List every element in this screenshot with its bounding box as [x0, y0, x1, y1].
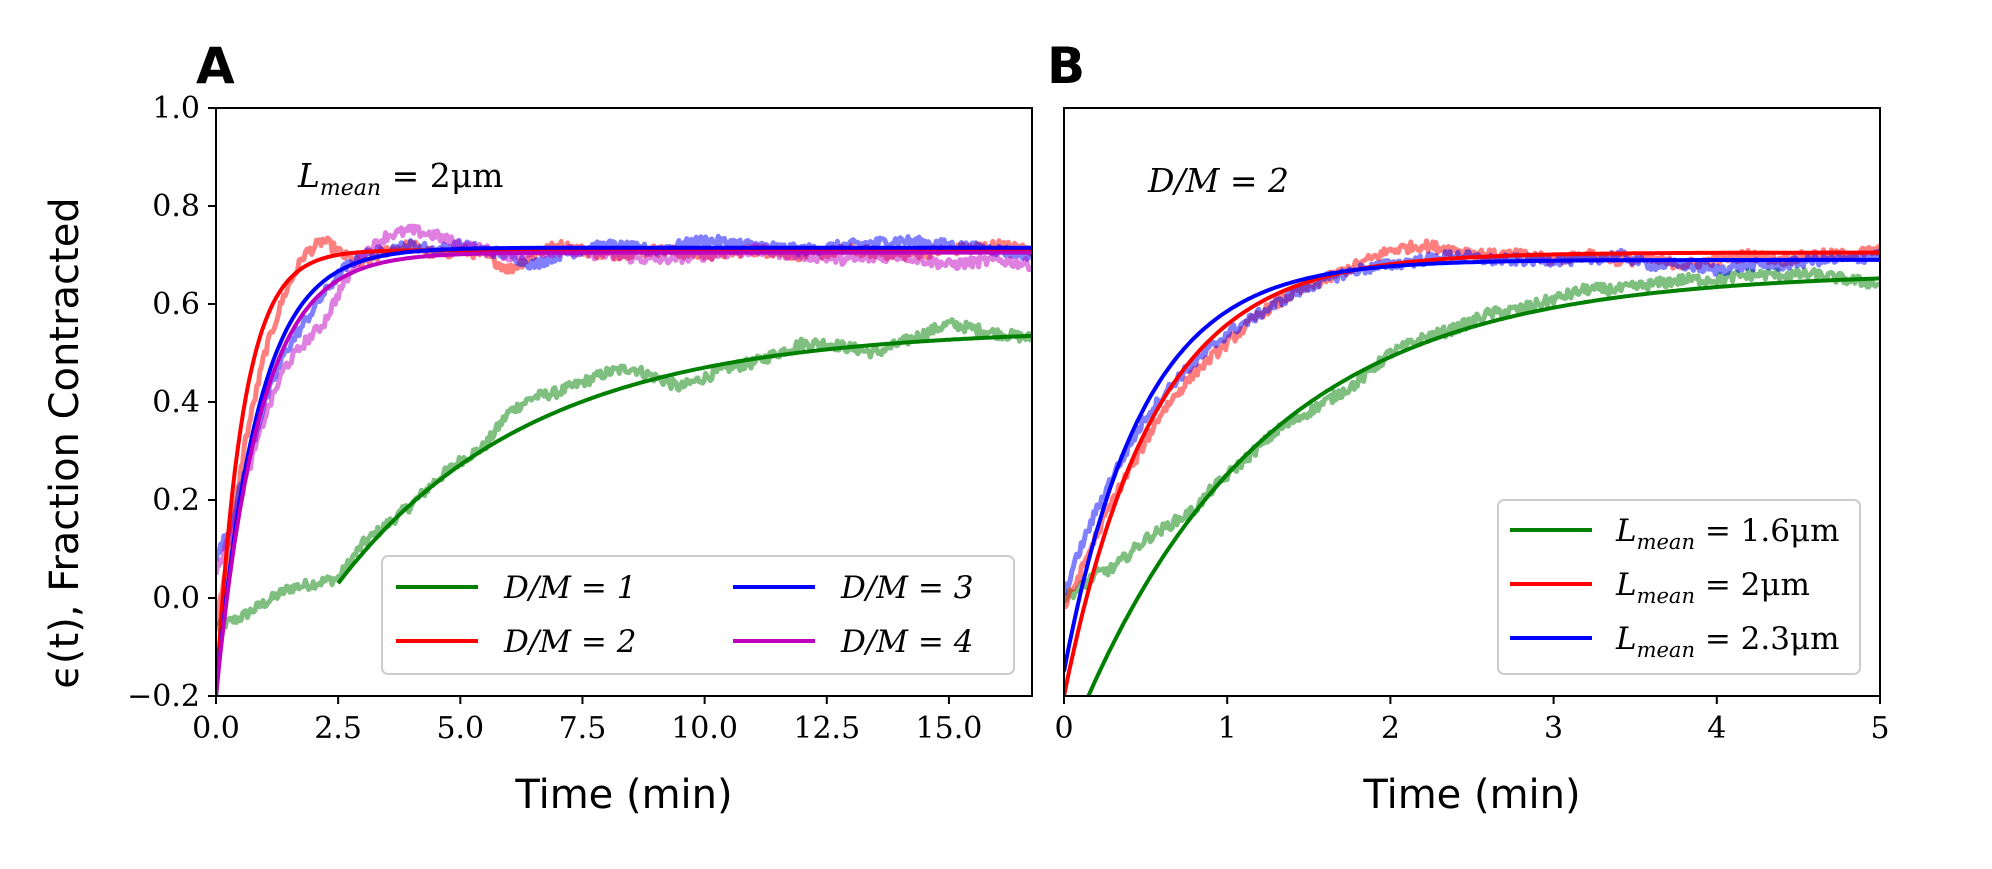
raw-data-line: [216, 317, 1032, 632]
legend-text-dm1: D/M = 1: [503, 570, 636, 606]
panel-b: B 0 1 2 3 4 5 D/M = 2 Time (min) Lmean = 1.6μ…: [1047, 37, 1890, 818]
fit-line: [216, 250, 1032, 696]
x-tick-label: 4: [1707, 711, 1726, 746]
panel-a-x-axis-label: Time (min): [514, 772, 732, 818]
panel-a-legend: D/M = 1 D/M = 2 D/M = 3 D/M = 4: [381, 555, 1015, 675]
legend-text-dm2: D/M = 2: [503, 624, 636, 660]
y-tick-label: 0.4: [152, 385, 200, 420]
x-tick-label: 7.5: [559, 711, 607, 746]
panel-b-x-ticks: 0 1 2 3 4 5: [1054, 696, 1890, 746]
fit-line: [1064, 257, 1880, 672]
y-tick-label: 0.6: [152, 287, 200, 322]
x-tick-label: 10.0: [671, 711, 738, 746]
panel-b-annotation: D/M = 2: [1147, 161, 1289, 200]
panel-a-annotation: Lmean = 2μm: [297, 156, 503, 201]
x-tick-label: 15.0: [916, 711, 983, 746]
x-tick-label: 5: [1870, 711, 1889, 746]
panel-a-y-ticks: −0.2 0.0 0.2 0.4 0.6 0.8 1.0: [127, 91, 216, 714]
panel-label-a: A: [196, 37, 235, 95]
panel-a-plot-area: [216, 223, 1032, 696]
x-tick-label: 2: [1381, 711, 1400, 746]
fit-line: [216, 248, 1032, 696]
panel-a-frame: [215, 107, 1033, 697]
y-tick-label: 1.0: [152, 91, 200, 126]
raw-data-line: [1064, 266, 1880, 603]
x-tick-label: 0: [1054, 711, 1073, 746]
x-tick-label: 12.5: [793, 711, 860, 746]
fit-line: [1064, 250, 1880, 696]
legend-text-dm3: D/M = 3: [840, 570, 973, 606]
x-tick-label: 2.5: [314, 711, 362, 746]
y-tick-label: −0.2: [127, 679, 200, 714]
panel-label-b: B: [1047, 37, 1085, 95]
y-axis-label: ϵ(t), Fraction Contracted: [42, 197, 88, 688]
x-tick-label: 3: [1544, 711, 1563, 746]
panel-b-legend: Lmean = 1.6μm Lmean = 2μm Lmean = 2.3μm: [1497, 499, 1861, 675]
panel-b-x-axis-label: Time (min): [1362, 772, 1580, 818]
legend-text-lmean-2: Lmean = 2μm: [1615, 567, 1810, 608]
x-tick-label: 1: [1218, 711, 1237, 746]
panel-b-plot-area: [1064, 238, 1880, 696]
y-tick-label: 0.8: [152, 189, 200, 224]
legend-text-lmean-1-6: Lmean = 1.6μm: [1615, 513, 1840, 554]
panel-b-frame: [1063, 107, 1881, 697]
y-tick-label: 0.2: [152, 483, 200, 518]
panel-a: A −0.20.00.20.40.60.81.0 0.0 2.5 5.0 7.5 10.…: [127, 37, 1033, 818]
legend-text-dm4: D/M = 4: [840, 624, 973, 660]
fit-line: [336, 333, 1032, 585]
legend-text-lmean-2-3: Lmean = 2.3μm: [1615, 621, 1840, 662]
x-tick-label: 5.0: [436, 711, 484, 746]
panel-a-legend-box: [381, 555, 1015, 675]
fit-line: [216, 245, 1032, 696]
fit-line: [1086, 276, 1880, 696]
panel-a-x-ticks: 0.0 2.5 5.0 7.5 10.0 12.5 15.0: [192, 696, 982, 746]
panel-b-legend-box: [1497, 499, 1861, 675]
x-tick-label: 0.0: [192, 711, 240, 746]
y-tick-label: 0.0: [152, 581, 200, 616]
